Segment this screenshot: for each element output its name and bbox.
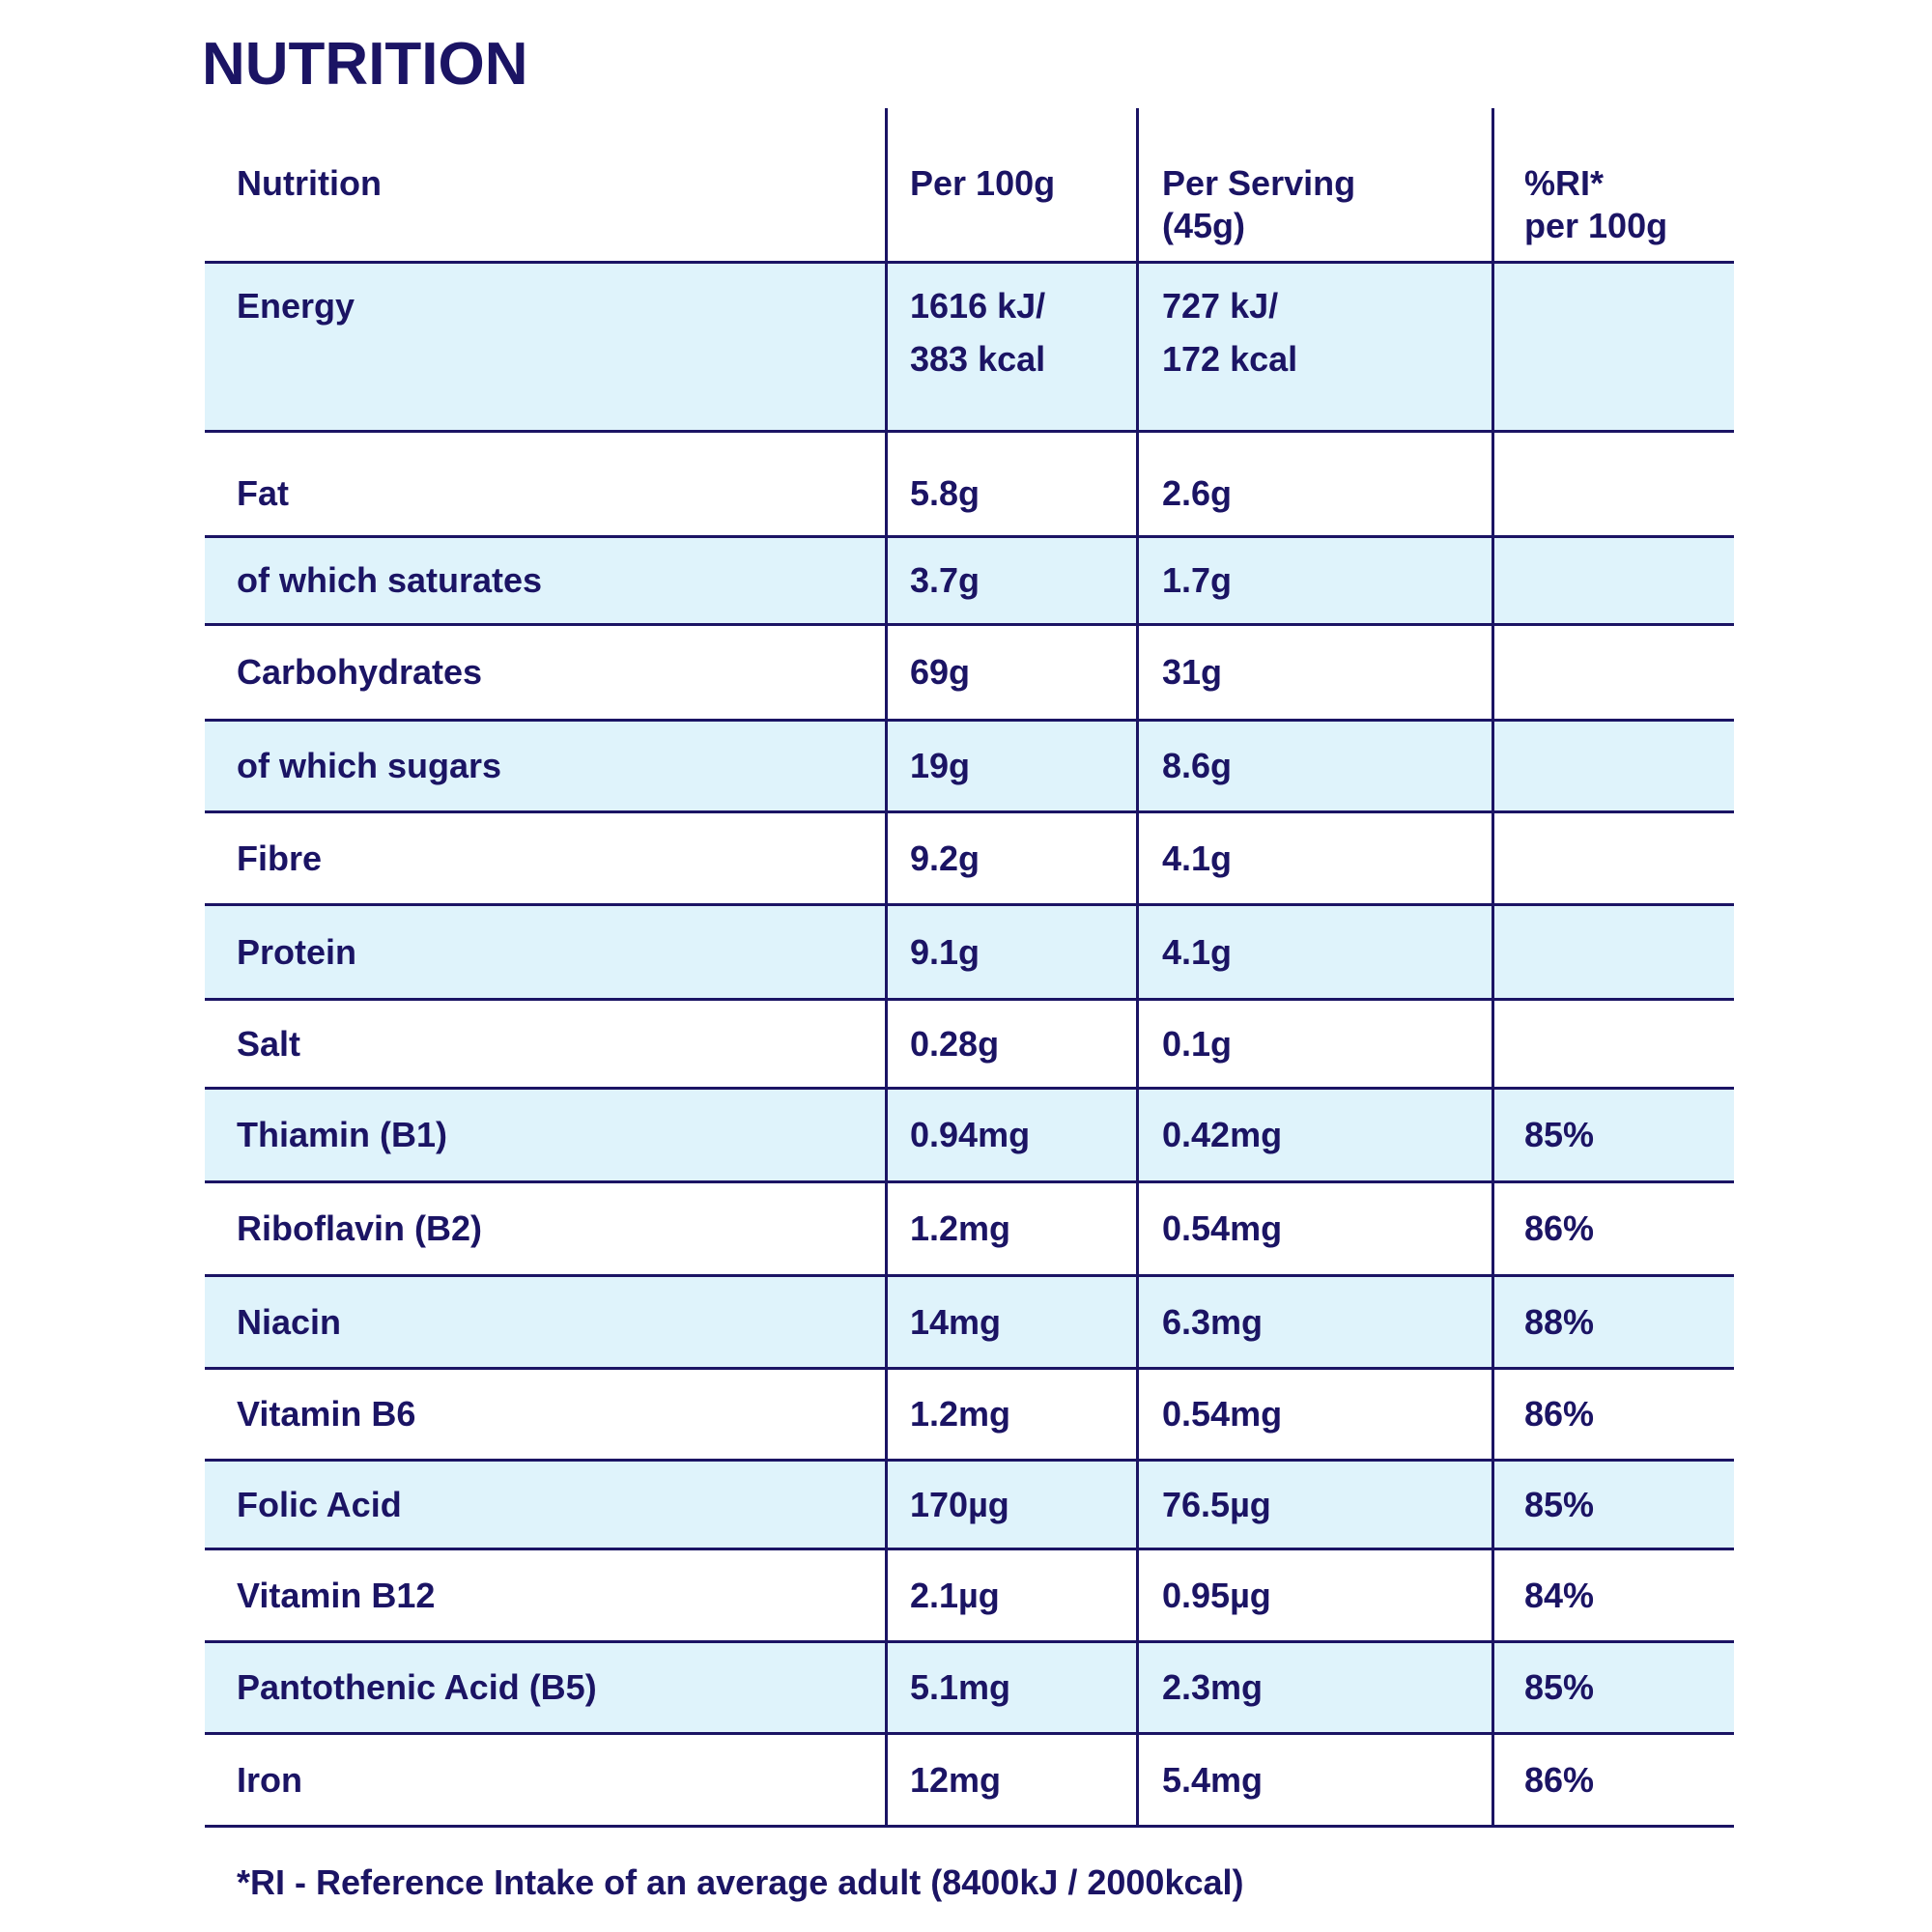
nutrient-name: Iron	[237, 1759, 302, 1800]
per-serving-kj: 727 kJ/	[1162, 286, 1279, 326]
column-divider-3	[1492, 108, 1494, 1826]
ri-value: 86%	[1524, 1759, 1595, 1800]
nutrient-name: of which saturates	[237, 560, 543, 600]
table-row: Vitamin B6 1.2mg 0.54mg 86%	[205, 1370, 1734, 1462]
per-100g-value: 0.28g	[910, 1023, 1000, 1064]
per-serving-kcal: 172 kcal	[1162, 339, 1298, 379]
page-title: NUTRITION	[202, 31, 528, 98]
per-serving-value: 4.1g	[1162, 931, 1233, 972]
per-100g-value: 5.1mg	[910, 1667, 1011, 1707]
nutrient-name: Thiamin (B1)	[237, 1115, 448, 1154]
per-100g-value: 19g	[910, 746, 971, 785]
table-row: Carbohydrates 69g 31g	[205, 626, 1734, 722]
footnote: *RI - Reference Intake of an average adu…	[237, 1862, 1244, 1902]
table-row: Riboflavin (B2) 1.2mg 0.54mg 86%	[205, 1183, 1734, 1277]
per-100g-value: 5.8g	[910, 473, 980, 513]
table-row: Iron 12mg 5.4mg 86%	[205, 1735, 1734, 1828]
per-100g-value: 9.2g	[910, 838, 980, 878]
per-100g-value: 3.7g	[910, 560, 980, 600]
table-row: Pantothenic Acid (B5) 5.1mg 2.3mg 85%	[205, 1643, 1734, 1735]
header-per-100g: Per 100g	[910, 163, 1056, 203]
header-ri-per-100g: per 100g	[1524, 206, 1668, 245]
table-row: Folic Acid 170µg 76.5µg 85%	[205, 1462, 1734, 1550]
nutrient-name: Riboflavin (B2)	[237, 1208, 483, 1248]
nutrient-name: Fibre	[237, 838, 323, 878]
header-per-serving-size: (45g)	[1162, 206, 1246, 245]
ri-value: 85%	[1524, 1667, 1595, 1707]
nutrient-name: Salt	[237, 1023, 301, 1064]
table-row: of which saturates 3.7g 1.7g	[205, 538, 1734, 626]
per-serving-value: 31g	[1162, 652, 1223, 692]
per-100g-value: 14mg	[910, 1301, 1002, 1342]
per-serving-value: 2.3mg	[1162, 1667, 1264, 1707]
per-100g-kj: 1616 kJ/	[910, 286, 1046, 326]
ri-value: 88%	[1524, 1301, 1595, 1342]
nutrient-name: Niacin	[237, 1301, 342, 1342]
table-row: Vitamin B12 2.1µg 0.95µg 84%	[205, 1550, 1734, 1643]
per-100g-value: 69g	[910, 652, 971, 692]
per-serving-value: 0.1g	[1162, 1023, 1233, 1064]
nutrient-name: Fat	[237, 473, 289, 513]
per-serving-value: 6.3mg	[1162, 1301, 1264, 1342]
nutrient-name: Vitamin B6	[237, 1394, 416, 1434]
per-100g-value: 1.2mg	[910, 1208, 1011, 1248]
per-serving-value: 0.42mg	[1162, 1115, 1283, 1154]
nutrient-name: Vitamin B12	[237, 1575, 436, 1615]
nutrient-name: of which sugars	[237, 746, 502, 785]
per-100g-value: 0.94mg	[910, 1115, 1031, 1154]
per-100g-value: 170µg	[910, 1484, 1009, 1524]
per-serving-value: 1.7g	[1162, 560, 1233, 600]
per-serving-value: 0.54mg	[1162, 1394, 1283, 1434]
per-100g-value: 9.1g	[910, 931, 980, 972]
per-serving-value: 2.6g	[1162, 473, 1233, 513]
header-nutrition: Nutrition	[237, 163, 382, 203]
ri-value: 85%	[1524, 1484, 1595, 1524]
per-100g-value: 1.2mg	[910, 1394, 1011, 1434]
nutrient-name: Folic Acid	[237, 1484, 402, 1524]
column-divider-1	[885, 108, 888, 1826]
nutrient-name: Energy	[237, 286, 355, 326]
table-row: Salt 0.28g 0.1g	[205, 1001, 1734, 1090]
header-per-serving: Per Serving	[1162, 163, 1356, 203]
table-row: Thiamin (B1) 0.94mg 0.42mg 85%	[205, 1090, 1734, 1183]
ri-value: 86%	[1524, 1208, 1595, 1248]
table-row-energy: Energy 1616 kJ/ 383 kcal 727 kJ/ 172 kca…	[205, 264, 1734, 433]
ri-value: 85%	[1524, 1115, 1595, 1154]
table-row: Fibre 9.2g 4.1g	[205, 813, 1734, 906]
per-100g-value: 2.1µg	[910, 1575, 1000, 1615]
per-serving-value: 0.95µg	[1162, 1575, 1271, 1615]
table-row: Niacin 14mg 6.3mg 88%	[205, 1277, 1734, 1370]
column-divider-2	[1136, 108, 1139, 1826]
per-serving-value: 8.6g	[1162, 746, 1233, 785]
per-100g-kcal: 383 kcal	[910, 339, 1046, 379]
ri-value: 86%	[1524, 1394, 1595, 1434]
per-serving-value: 76.5µg	[1162, 1484, 1271, 1524]
per-100g-value: 12mg	[910, 1759, 1002, 1800]
per-serving-value: 5.4mg	[1162, 1759, 1264, 1800]
table-header-row: Nutrition Per 100g Per Serving (45g) %RI…	[205, 108, 1734, 264]
per-serving-value: 0.54mg	[1162, 1208, 1283, 1248]
per-serving-value: 4.1g	[1162, 838, 1233, 878]
table-row: of which sugars 19g 8.6g	[205, 722, 1734, 813]
table-row: Fat 5.8g 2.6g	[205, 433, 1734, 538]
table-row: Protein 9.1g 4.1g	[205, 906, 1734, 1001]
nutrient-name: Pantothenic Acid (B5)	[237, 1667, 597, 1707]
nutrient-name: Protein	[237, 931, 357, 972]
header-ri: %RI*	[1524, 163, 1605, 203]
ri-value: 84%	[1524, 1575, 1595, 1615]
nutrient-name: Carbohydrates	[237, 652, 483, 692]
